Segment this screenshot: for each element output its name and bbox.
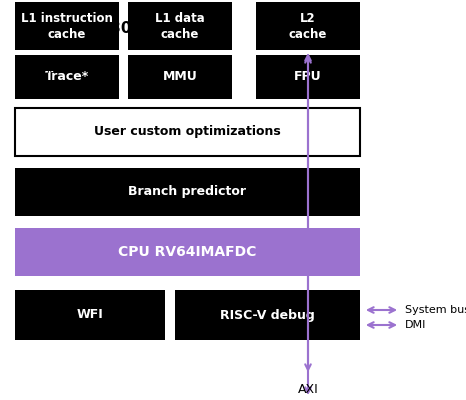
FancyBboxPatch shape (256, 55, 360, 99)
FancyBboxPatch shape (15, 2, 119, 50)
Text: User custom optimizations: User custom optimizations (94, 126, 281, 138)
FancyBboxPatch shape (128, 55, 232, 99)
FancyBboxPatch shape (128, 2, 232, 50)
FancyBboxPatch shape (15, 168, 360, 216)
FancyBboxPatch shape (256, 2, 360, 50)
Text: L1 data
cache: L1 data cache (155, 12, 205, 40)
FancyBboxPatch shape (15, 228, 360, 276)
FancyBboxPatch shape (15, 55, 119, 99)
Text: MMU: MMU (163, 70, 198, 84)
FancyBboxPatch shape (175, 290, 360, 340)
Text: FPU: FPU (294, 70, 322, 84)
FancyBboxPatch shape (15, 108, 360, 156)
Text: WFI: WFI (76, 308, 103, 322)
Text: AXI: AXI (298, 383, 318, 396)
Text: Branch predictor: Branch predictor (129, 186, 247, 198)
Text: RISC-V debug: RISC-V debug (220, 308, 315, 322)
Text: *optional: *optional (15, 65, 60, 75)
Text: L2
cache: L2 cache (289, 12, 327, 40)
Text: Trace*: Trace* (45, 70, 89, 84)
Text: Codasip A730: Codasip A730 (15, 20, 131, 36)
Text: DMI: DMI (405, 320, 426, 330)
Text: CPU RV64IMAFDC: CPU RV64IMAFDC (118, 245, 257, 259)
Text: L1 instruction
cache: L1 instruction cache (21, 12, 113, 40)
Text: System bus: System bus (405, 305, 466, 315)
FancyBboxPatch shape (15, 290, 165, 340)
